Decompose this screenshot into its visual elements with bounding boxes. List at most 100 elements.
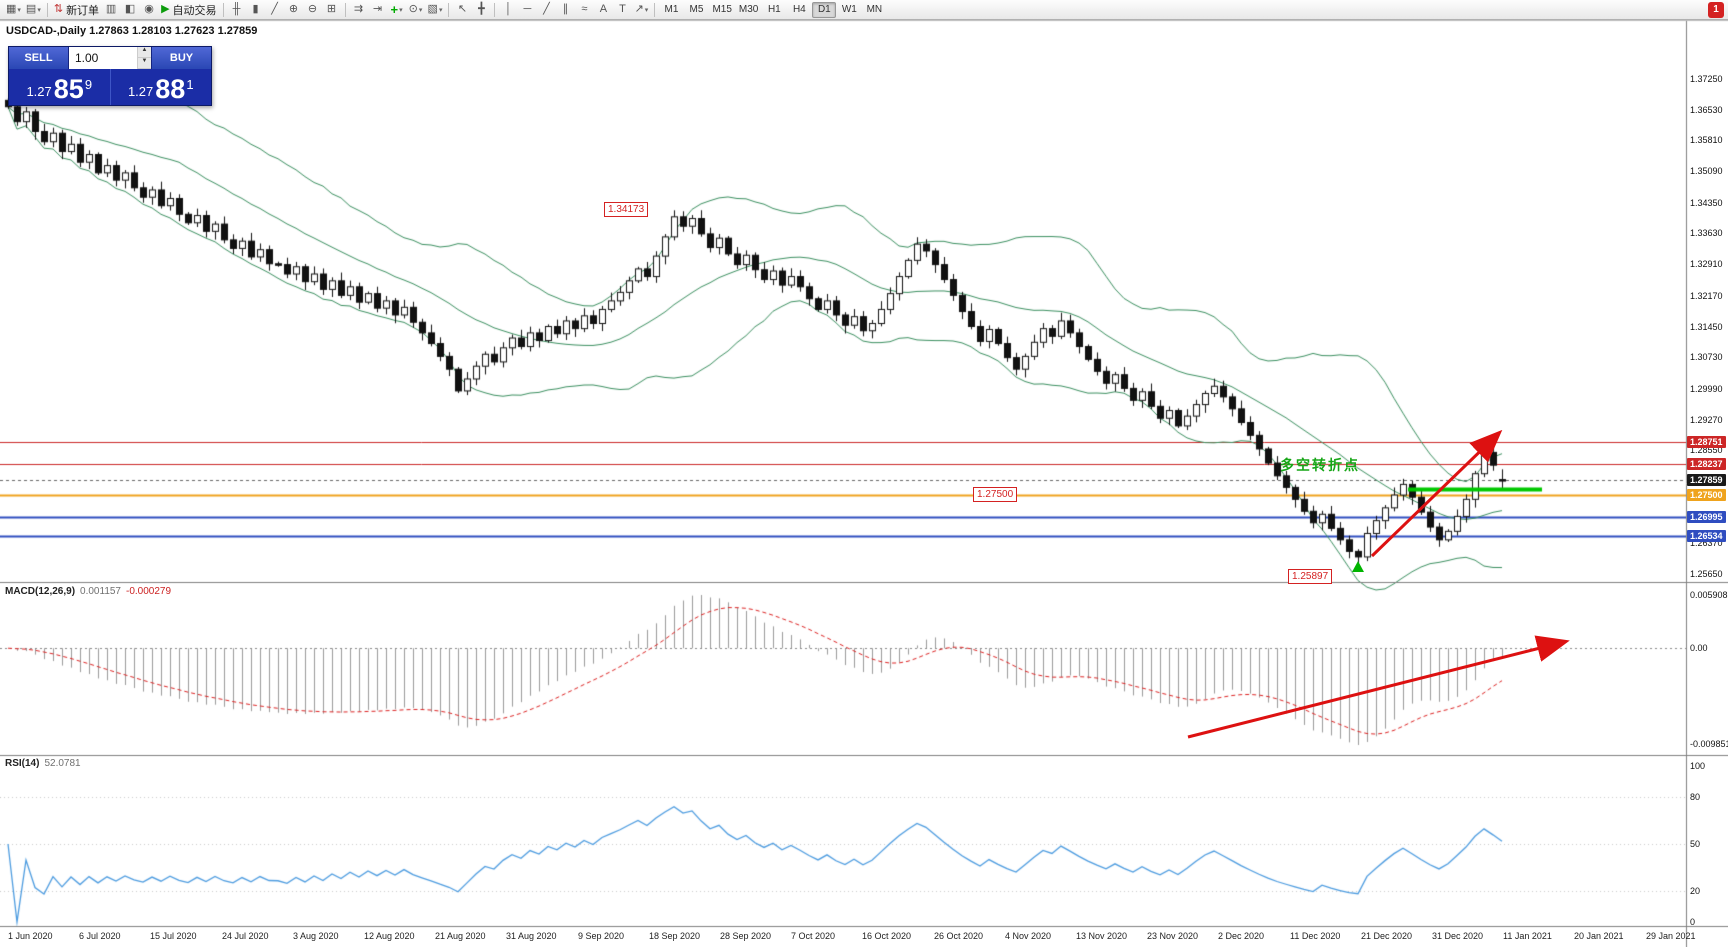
- volume-down-button[interactable]: ▼: [138, 58, 151, 69]
- chart-symbol-title: USDCAD-,Daily 1.27863 1.28103 1.27623 1.…: [6, 25, 258, 37]
- navigator-button[interactable]: ◉: [140, 1, 158, 19]
- zoom-in-button[interactable]: ⊕: [285, 1, 303, 19]
- market-watch-button[interactable]: ▥: [102, 1, 120, 19]
- indicators-button[interactable]: + ▾: [388, 1, 406, 19]
- zoom-in-icon: ⊕: [288, 3, 299, 15]
- fibonacci-button[interactable]: ≈: [575, 1, 593, 19]
- timeframe-h4-button[interactable]: H4: [792, 4, 806, 15]
- chevron-down-icon: ▾: [37, 6, 41, 14]
- tile-windows-button[interactable]: ⊞: [323, 1, 341, 19]
- profiles-button[interactable]: ▤ ▾: [24, 1, 43, 19]
- periods-button[interactable]: ⊙ ▾: [407, 1, 425, 19]
- timeframe-d1-button[interactable]: D1: [812, 1, 837, 18]
- crosshair-button[interactable]: ╋: [472, 1, 490, 19]
- zoom-out-button[interactable]: ⊖: [304, 1, 322, 19]
- crosshair-icon: ╋: [478, 3, 485, 15]
- data-window-button[interactable]: ◧: [121, 1, 139, 19]
- templates-icon: ▧: [427, 3, 438, 15]
- toolbar-separator: [494, 2, 496, 17]
- chevron-down-icon: ▾: [17, 6, 21, 14]
- chevron-down-icon: ▾: [399, 6, 403, 14]
- volume-up-button[interactable]: ▲: [138, 47, 151, 58]
- bar-chart-icon: ╫: [232, 3, 241, 15]
- candlestick-chart-icon: ▮: [252, 3, 259, 15]
- tile-windows-icon: ⊞: [326, 3, 337, 15]
- label-tool-button[interactable]: T: [613, 1, 631, 19]
- candlestick-chart-button[interactable]: ▮: [247, 1, 265, 19]
- cursor-button[interactable]: ↖: [453, 1, 471, 19]
- timeframe-m30-button[interactable]: M30: [738, 4, 759, 15]
- new-order-label: 新订单: [66, 4, 100, 17]
- timeframe-m1-button[interactable]: M1: [664, 4, 679, 15]
- line-chart-icon: ╱: [271, 3, 278, 15]
- rsi-name: RSI(14): [5, 758, 40, 769]
- autotrading-button[interactable]: ▶ 自动交易: [159, 1, 218, 19]
- buy-price-prefix: 1.27: [127, 84, 154, 99]
- channel-button[interactable]: ∥: [556, 1, 574, 19]
- chevron-down-icon: ▾: [644, 6, 649, 14]
- macd-name: MACD(12,26,9): [5, 586, 76, 597]
- macd-value-1: 0.001157: [80, 586, 121, 597]
- macd-value-2: -0.000279: [126, 586, 172, 597]
- cursor-icon: ↖: [457, 3, 468, 15]
- chevron-down-icon: ▾: [418, 6, 423, 14]
- timeframe-m5-button[interactable]: M5: [689, 4, 704, 15]
- volume-input[interactable]: [69, 47, 137, 69]
- line-chart-button[interactable]: ╱: [266, 1, 284, 19]
- arrows-tool-button[interactable]: ↗ ▾: [632, 1, 650, 19]
- auto-scroll-button[interactable]: ⇉: [350, 1, 368, 19]
- new-chart-icon: ▦: [6, 3, 17, 15]
- periods-clock-icon: ⊙: [408, 3, 418, 15]
- toolbar-separator: [448, 2, 450, 17]
- navigator-icon: ◉: [144, 3, 154, 15]
- sell-price-prefix: 1.27: [26, 84, 52, 99]
- toolbar-separator: [46, 2, 48, 17]
- channel-icon: ∥: [562, 3, 569, 15]
- sell-price[interactable]: 1.27 85 9: [9, 69, 111, 105]
- buy-button[interactable]: BUY: [151, 47, 211, 69]
- autotrading-play-icon: ▶: [161, 3, 170, 15]
- auto-scroll-icon: ⇉: [353, 3, 364, 15]
- notifications-badge[interactable]: 1: [1708, 1, 1724, 18]
- new-order-icon: ⇅: [53, 3, 64, 15]
- trendline-icon: ╱: [543, 3, 550, 15]
- text-tool-button[interactable]: A: [594, 1, 612, 19]
- chart-annotation-note: 多空转折点: [1280, 457, 1360, 473]
- sell-price-pip: 9: [84, 77, 93, 92]
- data-window-icon: ◧: [124, 3, 136, 15]
- zoom-out-icon: ⊖: [307, 3, 318, 15]
- vertical-line-button[interactable]: │: [499, 1, 517, 19]
- timeframe-w1-button[interactable]: W1: [841, 4, 857, 15]
- autotrading-label: 自动交易: [172, 4, 217, 17]
- vertical-line-icon: │: [505, 3, 512, 15]
- sell-button[interactable]: SELL: [9, 47, 69, 69]
- chart-shift-button[interactable]: ⇥: [369, 1, 387, 19]
- label-tool-icon: T: [619, 3, 626, 15]
- timeframe-h1-button[interactable]: H1: [767, 4, 781, 15]
- fibonacci-icon: ≈: [581, 3, 588, 15]
- new-chart-button[interactable]: ▦ ▾: [4, 1, 23, 19]
- macd-label: MACD(12,26,9) 0.001157 -0.000279: [5, 586, 171, 597]
- buy-price[interactable]: 1.27 88 1: [111, 69, 212, 105]
- templates-button[interactable]: ▧ ▾: [426, 1, 445, 19]
- volume-field: ▲ ▼: [69, 47, 151, 69]
- new-order-button[interactable]: ⇅ 新订单: [52, 1, 101, 19]
- horizontal-line-icon: ─: [523, 3, 532, 15]
- trendline-button[interactable]: ╱: [537, 1, 555, 19]
- timeframe-m15-button[interactable]: M15: [712, 4, 732, 15]
- rsi-label: RSI(14) 52.0781: [5, 758, 81, 769]
- top-toolbar: ▦ ▾ ▤ ▾ ⇅ 新订单 ▥ ◧ ◉ ▶ 自动交易 ╫ ▮ ╱ ⊕ ⊖ ⊞ ⇉ ⇥ +…: [0, 0, 1728, 20]
- volume-spinner: ▲ ▼: [137, 47, 151, 69]
- buy-price-big: 88: [155, 74, 186, 104]
- indicators-add-icon: +: [390, 2, 399, 17]
- timeframe-mn-button[interactable]: MN: [866, 4, 883, 15]
- bar-chart-button[interactable]: ╫: [228, 1, 246, 19]
- horizontal-line-button[interactable]: ─: [518, 1, 536, 19]
- sell-price-big: 85: [53, 74, 84, 104]
- market-watch-icon: ▥: [105, 3, 117, 15]
- text-tool-icon: A: [599, 3, 608, 15]
- chart-shift-icon: ⇥: [372, 3, 383, 15]
